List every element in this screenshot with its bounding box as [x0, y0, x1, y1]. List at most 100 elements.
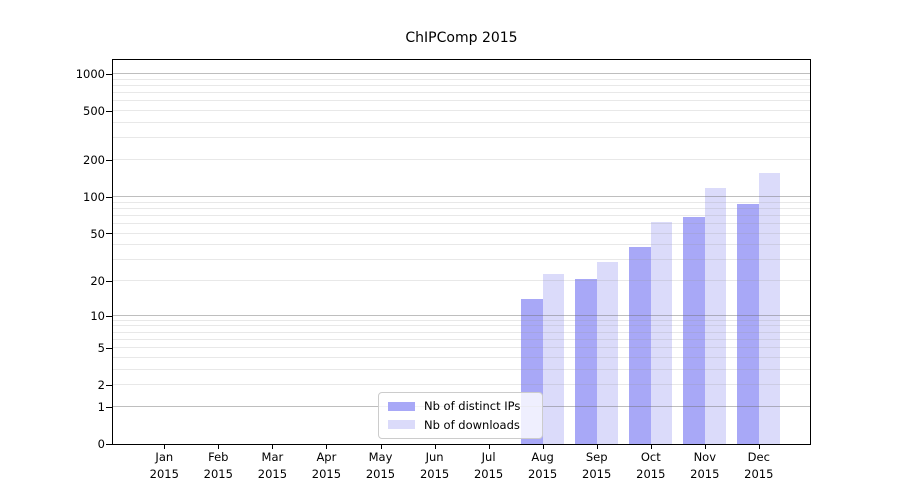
x-tick-month: Dec: [747, 450, 770, 464]
x-tick-mark: [704, 445, 706, 449]
minor-gridline: [113, 222, 810, 224]
y-tick-label: 500: [83, 104, 105, 119]
minor-gridline: [113, 214, 810, 216]
minor-gridline: [113, 207, 810, 209]
x-tick-mark: [488, 445, 490, 449]
x-tick-month: May: [368, 450, 393, 464]
x-tick-label: Nov 2015: [673, 449, 737, 482]
y-tick-label: 200: [83, 153, 105, 167]
x-tick-month: Sep: [585, 450, 608, 464]
y-tick-label: 1: [97, 399, 105, 414]
x-tick-year: 2015: [203, 466, 233, 481]
x-tick-year: 2015: [527, 466, 558, 481]
x-tick-label: Feb 2015: [186, 449, 250, 482]
x-tick-year: 2015: [257, 466, 288, 481]
y-tick-label: 100: [83, 189, 105, 204]
minor-gridline: [113, 280, 810, 281]
major-gridline: [113, 314, 810, 316]
minor-gridline: [113, 244, 810, 246]
x-tick-label: Oct 2015: [619, 449, 683, 482]
x-tick-month: Jun: [425, 450, 444, 464]
minor-gridline: [113, 331, 810, 333]
minor-gridline: [113, 232, 810, 234]
x-tick-mark: [542, 445, 544, 449]
y-tick-label: 2: [97, 378, 105, 393]
minor-gridline: [113, 110, 810, 112]
minor-gridline: [113, 100, 810, 102]
legend: Nb of distinct IPs Nb of downloads: [378, 392, 543, 439]
x-tick-month: Jul: [481, 450, 496, 464]
minor-gridline: [113, 325, 810, 327]
x-tick-label: Jul 2015: [457, 449, 521, 482]
x-tick-mark: [326, 445, 328, 449]
minor-gridline: [113, 78, 810, 80]
x-tick-label: Apr 2015: [294, 449, 358, 482]
x-tick-year: 2015: [636, 466, 666, 481]
bar-downloads: [596, 261, 619, 444]
y-tick-label: 20: [90, 274, 105, 288]
minor-gridline: [113, 338, 810, 340]
legend-label: Nb of distinct IPs: [424, 399, 521, 414]
x-tick-year: 2015: [690, 466, 720, 481]
bars-layer: [113, 60, 810, 444]
x-tick-label: Jan 2015: [132, 449, 196, 482]
minor-gridline: [113, 356, 810, 358]
bar-distinct-ips: [683, 217, 705, 444]
x-tick-year: 2015: [582, 466, 612, 481]
minor-gridline: [113, 319, 810, 321]
plot-area: [112, 59, 811, 445]
x-tick-year: 2015: [365, 466, 396, 481]
minor-gridline: [113, 122, 810, 123]
x-tick-label: May 2015: [349, 449, 413, 482]
y-tick-label: 50: [90, 226, 105, 241]
minor-gridline: [113, 368, 810, 370]
x-tick-label: Sep 2015: [565, 449, 629, 482]
legend-swatch: [388, 420, 415, 430]
bar-distinct-ips: [629, 246, 651, 444]
x-tick-year: 2015: [311, 466, 342, 481]
minor-gridline: [113, 137, 810, 139]
major-gridline: [113, 73, 810, 74]
x-tick-month: Feb: [208, 450, 229, 464]
legend-swatch: [388, 401, 415, 411]
bar-distinct-ips: [737, 203, 759, 444]
chart-title: ChIPComp 2015: [405, 30, 518, 46]
legend-item: Nb of distinct IPs: [388, 397, 533, 416]
x-tick-year: 2015: [744, 466, 774, 481]
x-tick-mark: [596, 445, 598, 449]
x-tick-month: Oct: [640, 450, 661, 464]
x-tick-month: Nov: [693, 450, 717, 464]
bar-downloads: [704, 188, 727, 444]
x-tick-label: Jun 2015: [403, 449, 467, 482]
bar-distinct-ips: [575, 278, 597, 444]
y-tick-label: 5: [97, 341, 105, 356]
minor-gridline: [113, 384, 810, 386]
x-tick-month: Apr: [316, 450, 337, 464]
bar-downloads: [650, 222, 673, 444]
y-tick-label: 1000: [75, 67, 105, 81]
x-tick-year: 2015: [473, 466, 504, 481]
x-tick-mark: [164, 445, 166, 449]
x-tick-year: 2015: [149, 466, 179, 481]
x-tick-label: Dec 2015: [727, 449, 791, 482]
y-tick-label: 10: [90, 308, 105, 323]
legend-item: Nb of downloads: [388, 416, 533, 435]
major-gridline: [113, 195, 810, 197]
x-tick-label: Aug 2015: [511, 449, 575, 482]
minor-gridline: [113, 259, 810, 261]
legend-label: Nb of downloads: [424, 417, 520, 432]
x-tick-mark: [758, 445, 760, 449]
minor-gridline: [113, 201, 810, 203]
bar-downloads: [542, 273, 565, 444]
x-tick-mark: [218, 445, 220, 449]
x-tick-year: 2015: [419, 466, 450, 481]
x-tick-label: Mar 2015: [240, 449, 304, 482]
x-tick-month: Mar: [261, 450, 284, 464]
minor-gridline: [113, 92, 810, 94]
minor-gridline: [113, 159, 810, 160]
minor-gridline: [113, 85, 810, 86]
grid-layer: [113, 60, 810, 444]
x-tick-month: Jan: [155, 450, 174, 464]
x-tick-mark: [380, 445, 382, 449]
